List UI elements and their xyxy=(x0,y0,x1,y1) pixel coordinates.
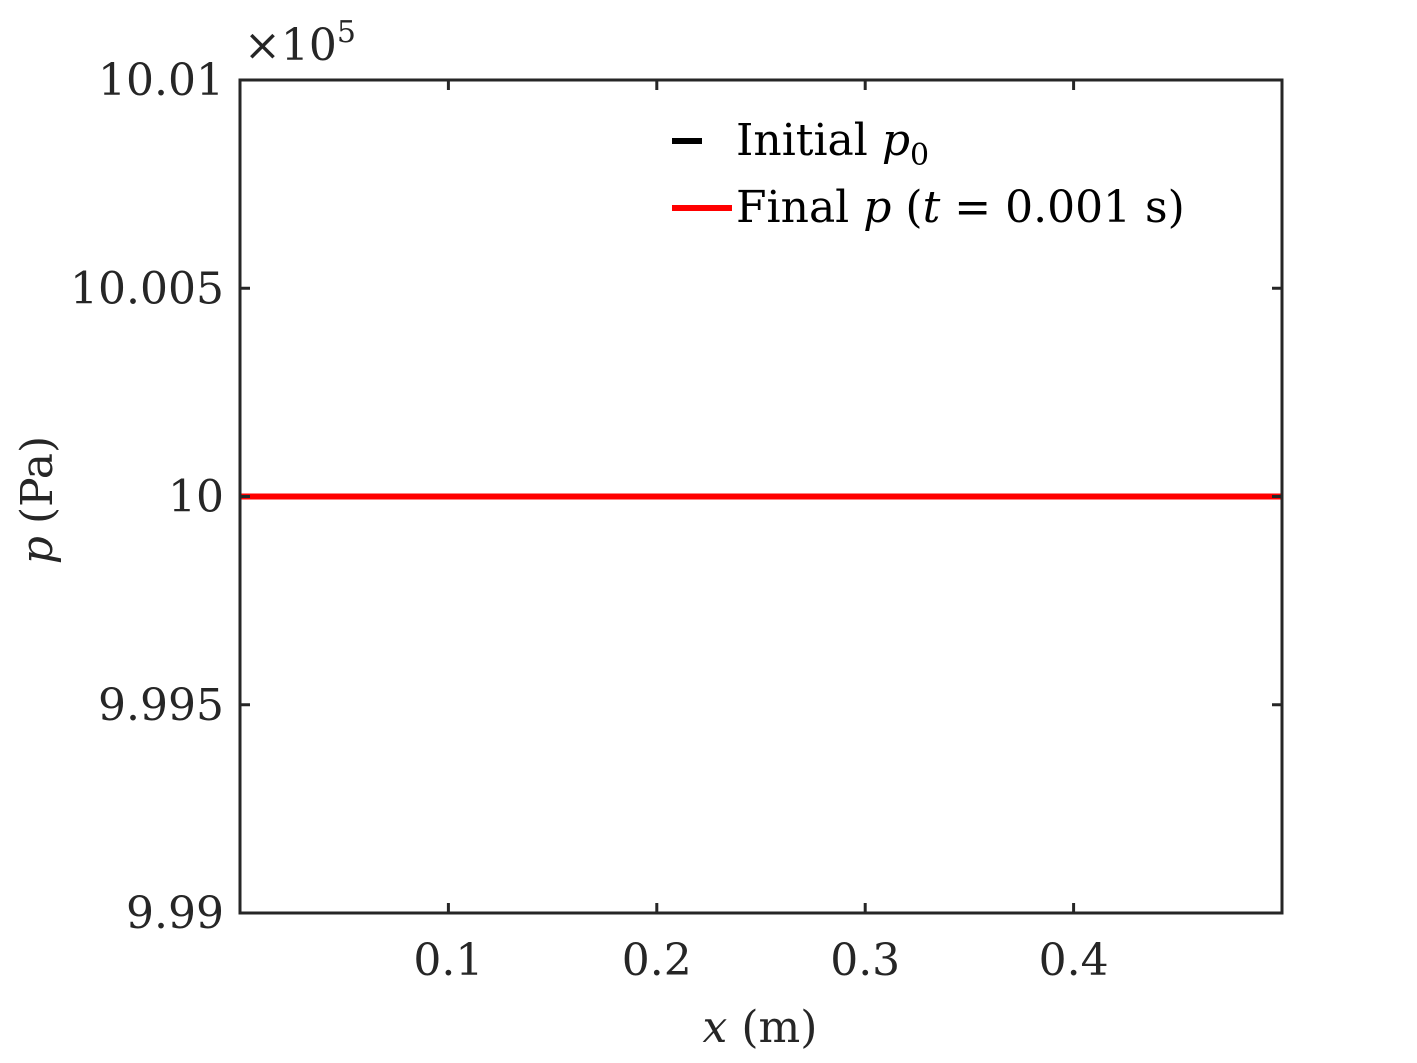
legend: Initial p0 Final p (t = 0.001 s) xyxy=(672,115,1185,233)
y-tick-label: 10.01 xyxy=(98,55,224,106)
y-tick-label: 9.995 xyxy=(98,680,224,731)
y-exponent-label: ×105 xyxy=(244,15,356,71)
legend-label-initial: Initial p0 xyxy=(736,115,929,173)
y-tick-label: 9.99 xyxy=(126,888,224,939)
y-tick-label: 10 xyxy=(168,472,224,523)
ticks-layer xyxy=(240,78,1282,915)
legend-label-final: Final p (t = 0.001 s) xyxy=(736,182,1185,233)
y-axis-label: p(Pa) xyxy=(12,436,63,564)
x-tick-label: 0.2 xyxy=(622,935,692,986)
x-tick-label: 0.3 xyxy=(830,935,900,986)
x-tick-label: 0.4 xyxy=(1039,935,1109,986)
labels-layer: 0.1 0.2 0.3 0.4 9.99 9.995 10 10.005 10.01 xyxy=(70,55,1109,986)
x-tick-label: 0.1 xyxy=(413,935,483,986)
x-axis-label: x (m) xyxy=(703,1002,818,1053)
y-tick-label: 10.005 xyxy=(70,263,224,314)
